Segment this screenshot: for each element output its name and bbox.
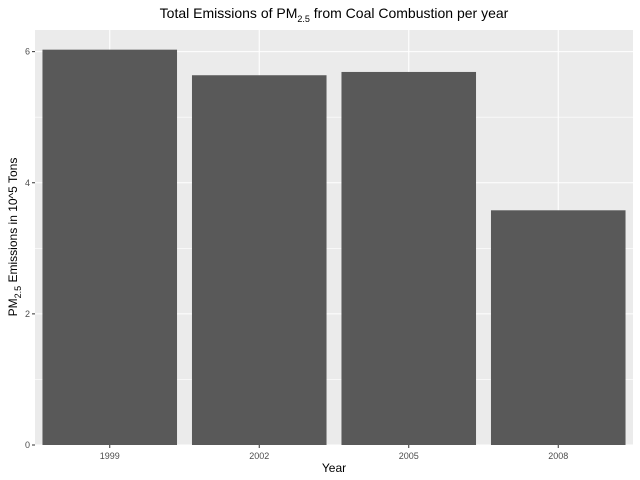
x-axis-ticks: 1999 2002 2005 2008 [100,445,568,461]
bar-2008 [490,210,626,445]
bar-1999 [42,49,178,446]
x-tick-label: 2002 [249,451,269,461]
y-tick-label: 2 [25,309,30,319]
x-tick-label: 2008 [548,451,568,461]
y-axis-title-suffix: Emissions in 10^5 Tons [6,158,20,286]
chart-title-prefix: Total Emissions of PM [160,5,298,21]
x-tick-label: 2005 [399,451,419,461]
y-axis-title: PM2.5 Emissions in 10^5 Tons [6,158,23,317]
y-axis-title-prefix: PM [6,298,20,316]
y-tick-label: 0 [25,440,30,450]
x-axis-title: Year [322,461,346,475]
chart-title-suffix: from Coal Combustion per year [310,5,509,21]
bar-2005 [341,71,477,445]
x-tick-label: 1999 [100,451,120,461]
y-tick-label: 6 [25,47,30,57]
y-axis-title-subscript: 2.5 [13,286,23,299]
bars [42,49,626,446]
chart-title-subscript: 2.5 [297,14,310,24]
y-tick-label: 4 [25,178,30,188]
y-axis-ticks: 0 2 4 6 [25,47,35,450]
chart-title: Total Emissions of PM2.5 from Coal Combu… [160,5,509,24]
bar-2002 [191,75,327,445]
